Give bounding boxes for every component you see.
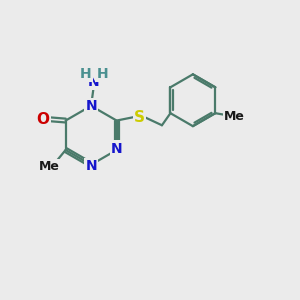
Text: Me: Me bbox=[39, 160, 60, 173]
Text: N: N bbox=[85, 159, 97, 173]
Text: N: N bbox=[88, 75, 100, 89]
Text: H: H bbox=[97, 67, 108, 81]
Text: H: H bbox=[80, 67, 92, 81]
Text: Me: Me bbox=[224, 110, 245, 123]
Text: S: S bbox=[134, 110, 145, 124]
Text: O: O bbox=[36, 112, 50, 127]
Text: N: N bbox=[85, 99, 97, 113]
Text: N: N bbox=[111, 142, 122, 155]
